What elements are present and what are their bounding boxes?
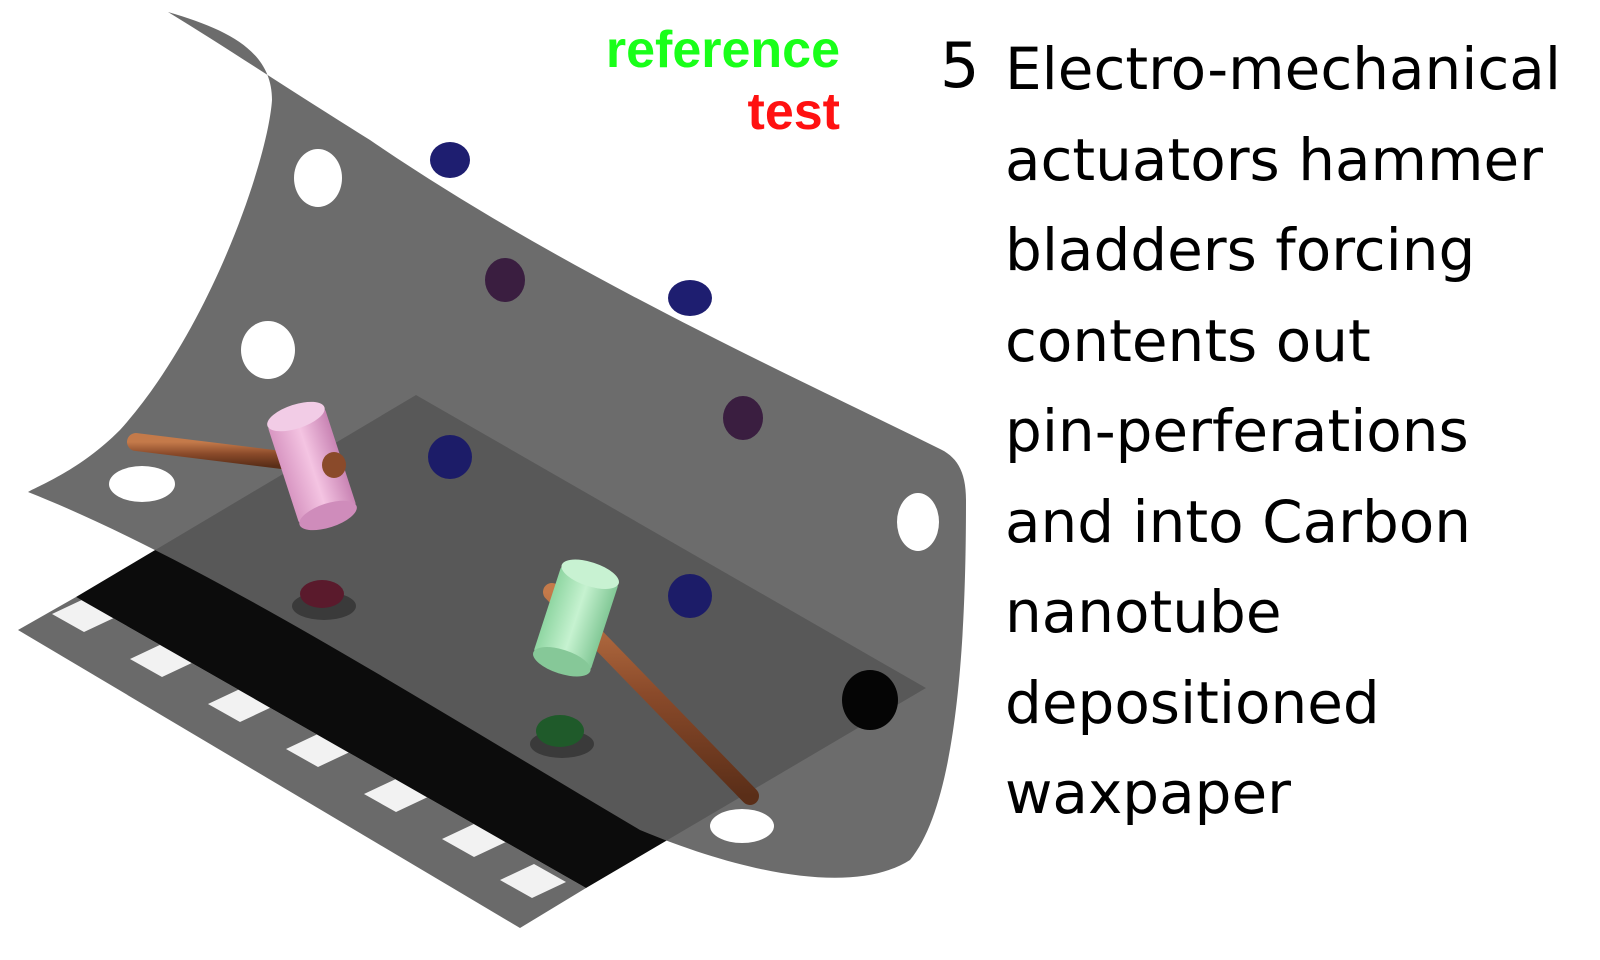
description-line: pin-perferations <box>1005 397 1469 465</box>
description-line: contents out <box>1005 306 1371 375</box>
blue-bladder <box>668 280 712 316</box>
striped-base <box>18 597 586 928</box>
dark-bladder <box>842 670 898 730</box>
bladders <box>292 142 898 758</box>
pin-perforations <box>109 149 939 843</box>
test-hammer <box>127 401 357 531</box>
purple-bladder <box>723 396 763 440</box>
legend-reference-label: reference <box>605 21 840 79</box>
purple-bladder <box>485 258 525 302</box>
reference-hammer <box>533 559 759 805</box>
description-line: waxpaper <box>1005 759 1292 827</box>
perforated-sheet <box>28 12 966 878</box>
step-description: Electro-mechanical actuators hammer blad… <box>1005 24 1590 839</box>
description-line: actuators hammer <box>1005 125 1544 194</box>
blue-bladder <box>430 142 470 178</box>
blue-bladder <box>668 574 712 618</box>
red-bladder <box>300 580 344 608</box>
blue-bladder <box>428 435 472 479</box>
legend-test-label: test <box>747 83 840 141</box>
description-line: depositioned <box>1005 668 1380 737</box>
description-line: nanotube <box>1005 578 1282 646</box>
description-line: and into Carbon <box>1005 487 1472 556</box>
description-line: Electro-mechanical <box>1005 35 1561 103</box>
green-bladder <box>536 715 584 747</box>
step-number: 5 <box>940 29 980 102</box>
description-line: bladders forcing <box>1005 216 1476 284</box>
